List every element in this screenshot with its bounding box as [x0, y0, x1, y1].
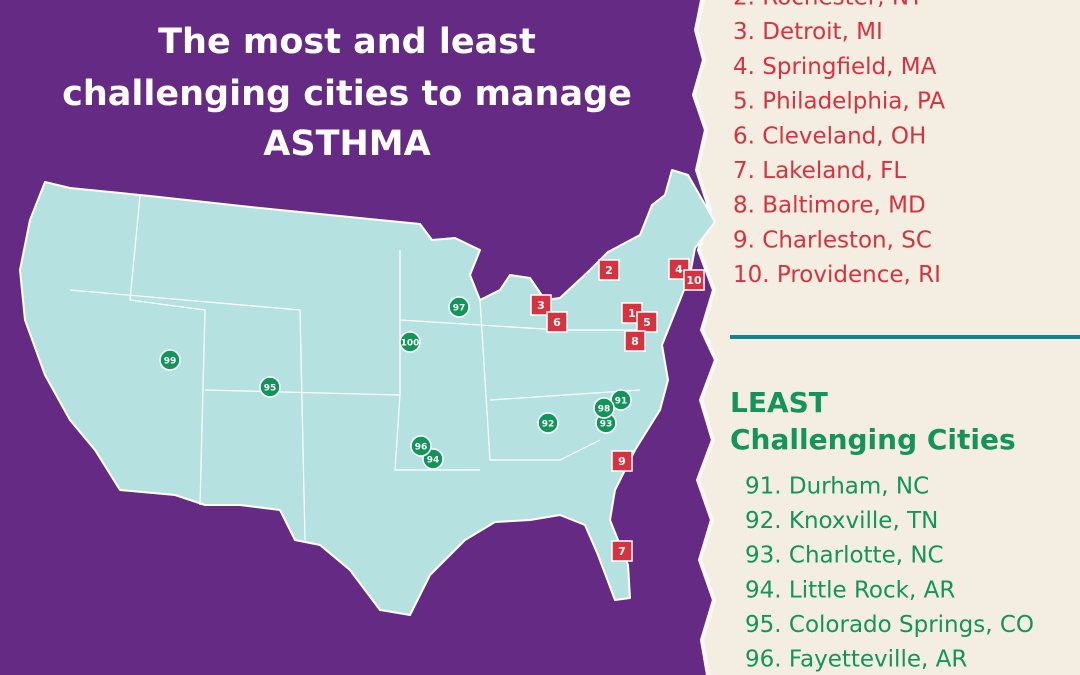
least-marker: [593, 397, 615, 419]
least-marker: [537, 412, 559, 434]
most-item: 9. Charleston, SC: [733, 227, 932, 253]
most-item: 2. Rochester, NY: [733, 0, 924, 11]
most-item: 3. Detroit, MI: [733, 19, 883, 45]
title-line: The most and least: [158, 22, 536, 62]
least-item: 95. Colorado Springs, CO: [745, 612, 1034, 638]
most-marker-label: 3: [537, 299, 545, 312]
most-marker: [530, 294, 552, 316]
most-marker: [636, 311, 658, 333]
least-marker: [410, 435, 432, 457]
most-marker-label: 8: [631, 335, 639, 348]
least-marker: [159, 349, 181, 371]
most-marker: [598, 259, 620, 281]
most-item: 8. Baltimore, MD: [733, 193, 926, 219]
least-marker-label: 91: [615, 397, 628, 407]
most-marker: [546, 311, 568, 333]
most-marker: [611, 450, 633, 472]
least-marker-label: 94: [427, 456, 440, 466]
most-marker-label: 6: [553, 316, 561, 329]
most-marker-label: 9: [618, 455, 626, 468]
most-marker-label: 2: [605, 264, 613, 277]
least-item: 94. Little Rock, AR: [745, 577, 955, 603]
most-item: 5. Philadelphia, PA: [733, 89, 945, 115]
most-marker: [611, 540, 633, 562]
most-marker-label: 4: [675, 263, 683, 276]
least-marker-label: 93: [600, 420, 613, 430]
state-lines: [69, 195, 641, 541]
most-marker-label: 10: [686, 274, 702, 287]
least-marker-label: 96: [415, 443, 428, 453]
title-line: challenging cities to manage: [62, 74, 632, 114]
least-marker-label: 99: [164, 357, 177, 367]
most-marker: [624, 330, 646, 352]
least-marker-label: 98: [598, 405, 611, 415]
least-marker-label: 92: [542, 420, 555, 430]
least-marker: [448, 296, 470, 318]
least-marker: [259, 376, 281, 398]
title-line: ASTHMA: [263, 124, 430, 164]
most-item: 4. Springfield, MA: [733, 54, 937, 80]
least-marker-label: 95: [264, 384, 277, 394]
least-marker-label: 100: [401, 339, 420, 349]
least-item: 91. Durham, NC: [745, 474, 929, 500]
least-heading: LEAST: [730, 386, 828, 419]
least-marker: [399, 331, 421, 353]
least-marker-label: 97: [453, 304, 466, 314]
most-marker-label: 5: [643, 316, 651, 329]
least-heading: Challenging Cities: [730, 423, 1016, 456]
most-marker-label: 7: [618, 545, 626, 558]
torn-edge: [691, 0, 719, 675]
most-item: 7. Lakeland, FL: [733, 158, 906, 184]
least-item: 96. Fayetteville, AR: [745, 647, 967, 673]
most-item: 6. Cleveland, OH: [733, 123, 926, 149]
most-marker: [683, 269, 705, 291]
least-item: 92. Knoxville, TN: [745, 508, 938, 534]
most-item: 10. Providence, RI: [733, 262, 941, 288]
least-item: 93. Charlotte, NC: [745, 543, 944, 569]
most-marker-label: 1: [628, 307, 636, 320]
us-map: [19, 169, 716, 616]
